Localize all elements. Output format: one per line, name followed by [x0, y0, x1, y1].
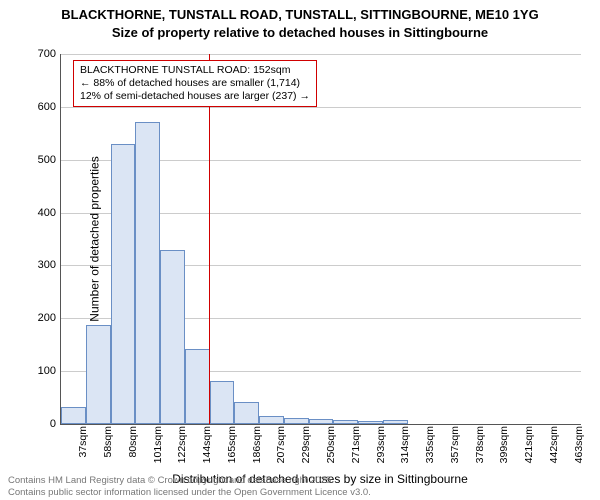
- histogram-bar: [383, 420, 408, 424]
- xtick-label: 37sqm: [77, 426, 89, 458]
- histogram-bar: [135, 122, 160, 424]
- xtick-label: 229sqm: [300, 426, 312, 463]
- xtick-label: 421sqm: [523, 426, 535, 463]
- histogram-bar: [234, 402, 259, 424]
- marker-line: [209, 54, 210, 424]
- ytick-label: 400: [26, 207, 56, 219]
- ytick-label: 600: [26, 101, 56, 113]
- xtick-label: 250sqm: [325, 426, 337, 463]
- ytick-label: 700: [26, 48, 56, 60]
- xtick-label: 122sqm: [176, 426, 188, 463]
- ytick-label: 200: [26, 312, 56, 324]
- xtick-label: 144sqm: [201, 426, 213, 463]
- annotation-line3: 12% of semi-detached houses are larger (…: [80, 90, 310, 103]
- xtick-label: 293sqm: [375, 426, 387, 463]
- xtick-label: 357sqm: [449, 426, 461, 463]
- histogram-bar: [309, 419, 334, 424]
- histogram-bar: [111, 144, 136, 424]
- gridline: [61, 54, 581, 55]
- xtick-label: 378sqm: [474, 426, 486, 463]
- annotation-box: BLACKTHORNE TUNSTALL ROAD: 152sqm← 88% o…: [73, 60, 317, 107]
- xtick-label: 442sqm: [548, 426, 560, 463]
- histogram-bar: [284, 418, 309, 424]
- histogram-bar: [61, 407, 86, 424]
- chart-area: 010020030040050060070037sqm58sqm80sqm101…: [60, 54, 580, 424]
- xtick-label: 335sqm: [424, 426, 436, 463]
- ytick-label: 100: [26, 365, 56, 377]
- histogram-bar: [333, 420, 358, 424]
- xtick-label: 58sqm: [102, 426, 114, 458]
- histogram-bar: [160, 250, 185, 424]
- title-line2: Size of property relative to detached ho…: [0, 24, 600, 42]
- title-line1: BLACKTHORNE, TUNSTALL ROAD, TUNSTALL, SI…: [0, 6, 600, 24]
- chart-title: BLACKTHORNE, TUNSTALL ROAD, TUNSTALL, SI…: [0, 0, 600, 41]
- xtick-label: 186sqm: [251, 426, 263, 463]
- histogram-bar: [358, 421, 383, 424]
- histogram-bar: [259, 416, 284, 424]
- xtick-label: 314sqm: [399, 426, 411, 463]
- ytick-label: 300: [26, 259, 56, 271]
- annotation-line2: ← 88% of detached houses are smaller (1,…: [80, 77, 310, 90]
- xtick-label: 463sqm: [573, 426, 585, 463]
- footer-line1: Contains HM Land Registry data © Crown c…: [8, 475, 371, 486]
- ytick-label: 0: [26, 418, 56, 430]
- xtick-label: 271sqm: [350, 426, 362, 463]
- footer-attribution: Contains HM Land Registry data © Crown c…: [8, 475, 371, 498]
- xtick-label: 165sqm: [226, 426, 238, 463]
- annotation-line1: BLACKTHORNE TUNSTALL ROAD: 152sqm: [80, 64, 310, 77]
- ytick-label: 500: [26, 154, 56, 166]
- histogram-bar: [86, 325, 111, 424]
- y-axis-label: Number of detached properties: [88, 156, 102, 321]
- footer-line2: Contains public sector information licen…: [8, 487, 371, 498]
- xtick-label: 80sqm: [127, 426, 139, 458]
- xtick-label: 101sqm: [152, 426, 164, 463]
- histogram-bar: [185, 349, 210, 424]
- xtick-label: 399sqm: [498, 426, 510, 463]
- histogram-bar: [210, 381, 235, 424]
- xtick-label: 207sqm: [275, 426, 287, 463]
- plot-area: 010020030040050060070037sqm58sqm80sqm101…: [60, 54, 581, 425]
